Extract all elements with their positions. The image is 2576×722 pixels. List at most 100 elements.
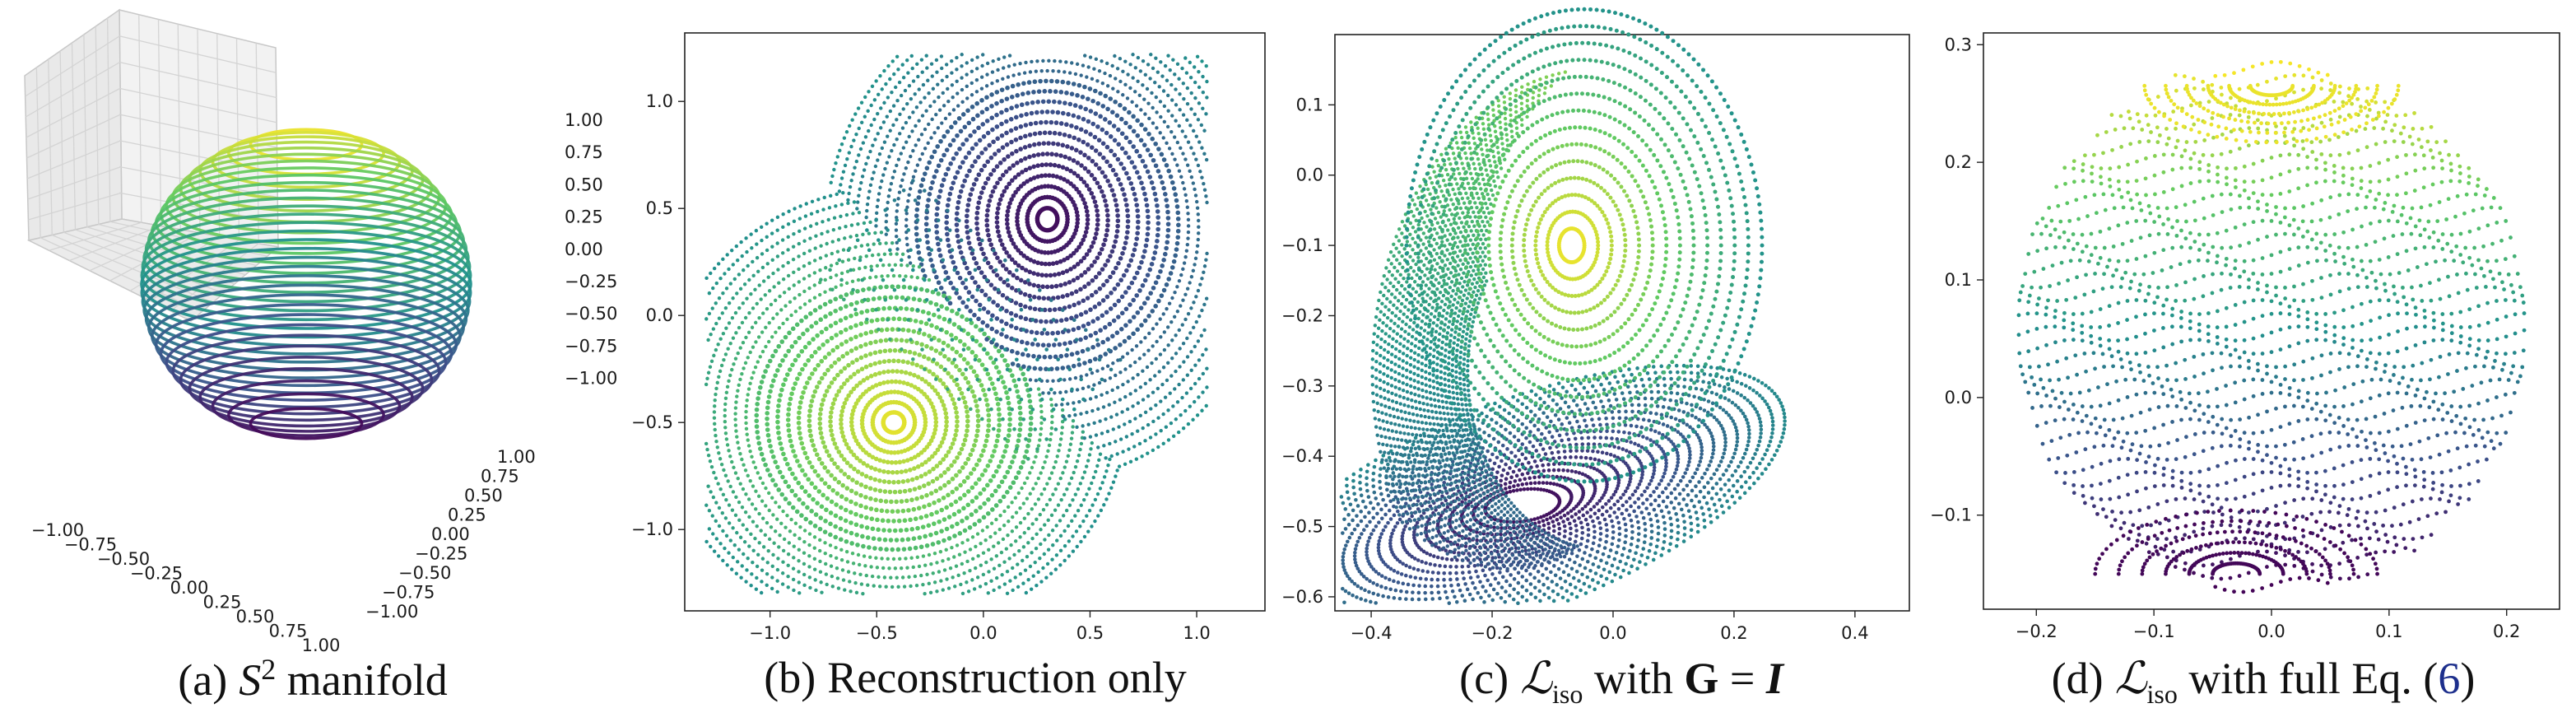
data-point (781, 451, 786, 457)
data-point (865, 463, 870, 468)
data-point (715, 380, 719, 385)
data-point (1484, 538, 1488, 543)
data-point (934, 476, 940, 482)
data-point (1576, 501, 1581, 506)
data-point (864, 525, 870, 530)
data-point (797, 580, 801, 585)
data-point (793, 454, 798, 459)
data-point (969, 485, 975, 491)
data-point (1046, 99, 1052, 105)
data-point (823, 552, 827, 556)
data-point (706, 338, 710, 342)
data-point (718, 542, 723, 546)
data-point (1162, 119, 1167, 124)
data-point (1107, 321, 1113, 327)
data-point (1103, 71, 1107, 76)
data-point (809, 398, 815, 404)
data-point (819, 504, 825, 510)
data-point (874, 211, 879, 215)
data-point (1017, 427, 1023, 432)
data-point (1104, 61, 1109, 66)
data-point (1095, 180, 1100, 186)
data-point (999, 305, 1005, 311)
data-point (738, 346, 742, 350)
data-point (765, 416, 770, 422)
data-point (1051, 296, 1056, 300)
data-point (775, 419, 780, 425)
data-point (868, 220, 872, 225)
data-point (1616, 483, 1620, 488)
data-point (872, 285, 877, 291)
data-point (745, 568, 749, 572)
data-point (1545, 536, 1550, 541)
data-point (941, 457, 946, 462)
data-point (822, 481, 828, 486)
data-point (934, 361, 940, 366)
data-point (1169, 179, 1175, 185)
data-point (1104, 232, 1109, 238)
latitude-ring (188, 356, 425, 422)
data-point (1115, 67, 1120, 71)
data-point (1483, 505, 1488, 510)
data-point (751, 306, 756, 310)
data-point (1053, 210, 1058, 215)
data-point (1494, 481, 1498, 485)
data-point (1486, 501, 1490, 505)
data-point (979, 109, 985, 115)
data-point (823, 519, 828, 524)
data-point (1000, 292, 1006, 298)
data-point (927, 228, 932, 232)
data-point (1477, 521, 1482, 525)
data-point (858, 147, 863, 151)
data-point (1062, 558, 1067, 563)
data-point (1472, 552, 1476, 556)
data-point (1448, 522, 1452, 527)
data-point (867, 128, 871, 133)
data-point (780, 571, 785, 575)
data-point (937, 460, 943, 465)
data-point (828, 419, 833, 424)
data-point (719, 363, 724, 368)
data-point (956, 324, 962, 330)
data-point (993, 286, 997, 291)
data-point (1055, 454, 1059, 459)
data-point (870, 176, 874, 181)
data-point (1127, 335, 1132, 340)
data-point (1027, 432, 1033, 438)
data-point (1058, 153, 1063, 158)
data-point (1171, 404, 1175, 408)
data-point (1154, 356, 1158, 361)
data-point (988, 242, 994, 248)
data-point (737, 272, 742, 277)
data-point (748, 350, 752, 355)
data-point (755, 242, 759, 246)
data-point (946, 243, 951, 249)
data-point (1145, 86, 1150, 91)
data-point (849, 290, 854, 296)
data-point (1035, 260, 1040, 265)
data-point (1069, 291, 1075, 296)
data-point (1026, 526, 1031, 531)
data-point (767, 289, 772, 293)
data-point (812, 308, 818, 313)
data-point (1064, 242, 1069, 248)
data-point (1071, 184, 1076, 189)
data-point (888, 248, 892, 253)
data-point (974, 100, 980, 106)
data-point (1200, 277, 1204, 281)
data-point (808, 585, 812, 590)
data-point (1097, 380, 1102, 385)
data-point (751, 519, 756, 524)
data-point (828, 423, 834, 429)
data-point (932, 149, 937, 155)
data-point (1092, 88, 1098, 94)
data-point (862, 408, 867, 413)
data-point (934, 198, 938, 203)
data-point (1078, 447, 1082, 452)
data-point (1459, 493, 1464, 498)
data-point (960, 371, 965, 377)
data-point (1086, 96, 1090, 101)
data-point (873, 164, 878, 169)
data-point (970, 578, 974, 582)
data-point (885, 459, 890, 465)
